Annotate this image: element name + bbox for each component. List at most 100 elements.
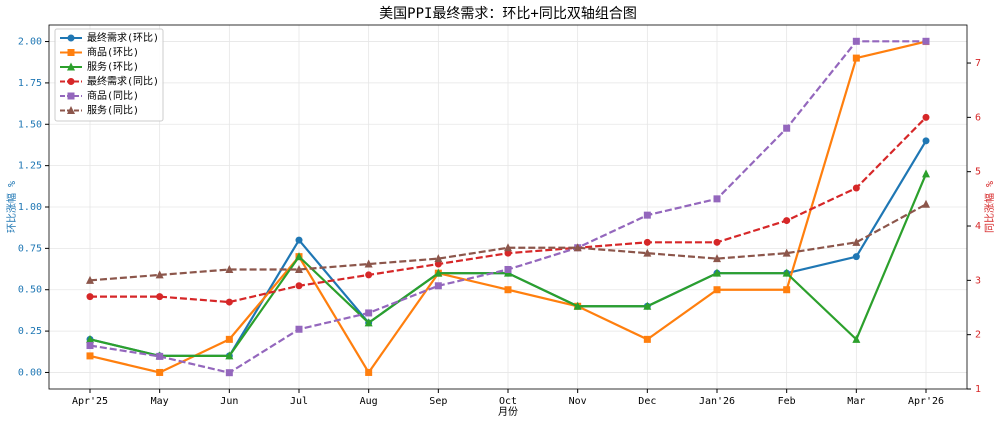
- x-tick-label: May: [151, 396, 169, 407]
- marker: [225, 335, 233, 343]
- marker: [783, 124, 791, 132]
- y-tick-label: 0.25: [18, 326, 42, 337]
- marker: [922, 137, 930, 145]
- y2-tick-label: 4: [975, 221, 981, 232]
- x-axis-label: 月份: [498, 406, 518, 418]
- x-tick-label: Sep: [429, 396, 447, 407]
- marker: [156, 368, 164, 376]
- chart-title: 美国PPI最终需求：环比+同比双轴组合图: [379, 6, 637, 22]
- y-axis-label: 环比涨幅 %: [5, 181, 18, 233]
- marker: [434, 282, 442, 290]
- marker: [295, 325, 303, 333]
- y-tick-label: 1.00: [18, 202, 42, 213]
- marker: [295, 236, 303, 244]
- legend-label: 最终需求(同比): [87, 75, 159, 88]
- y2-tick-label: 2: [975, 330, 981, 341]
- marker: [67, 92, 75, 100]
- marker: [67, 34, 75, 42]
- marker: [504, 249, 512, 257]
- marker: [852, 37, 860, 45]
- x-tick-label: Oct: [499, 396, 517, 407]
- y-tick-label: 1.75: [18, 78, 42, 89]
- marker: [782, 248, 791, 257]
- marker: [434, 268, 443, 277]
- marker: [643, 238, 651, 246]
- marker: [643, 211, 651, 219]
- marker: [504, 243, 512, 252]
- y2-axis-label: 同比涨幅 %: [983, 181, 996, 233]
- marker: [852, 334, 861, 343]
- x-tick-label: Mar: [847, 396, 865, 407]
- marker: [295, 264, 303, 273]
- marker: [852, 184, 860, 192]
- y2-tick-label: 7: [975, 58, 981, 69]
- marker: [713, 268, 721, 277]
- marker: [713, 195, 721, 203]
- legend-label: 服务(同比): [87, 104, 139, 117]
- marker: [922, 199, 930, 208]
- x-tick-label: Nov: [569, 396, 587, 407]
- marker: [852, 237, 861, 246]
- y-tick-label: 0.75: [18, 243, 42, 254]
- x-tick-label: Jun: [220, 396, 238, 407]
- y-tick-label: 0.50: [18, 285, 42, 296]
- marker: [156, 352, 164, 360]
- marker: [783, 217, 791, 225]
- marker: [852, 54, 860, 62]
- marker: [852, 253, 860, 261]
- y-tick-label: 1.50: [18, 119, 42, 130]
- marker: [225, 264, 234, 273]
- marker: [364, 318, 373, 327]
- marker: [922, 169, 930, 178]
- legend-label: 商品(同比): [87, 89, 139, 102]
- marker: [365, 368, 373, 376]
- marker: [86, 275, 94, 284]
- marker: [86, 352, 94, 360]
- y2-tick-label: 6: [975, 112, 981, 123]
- marker: [504, 286, 512, 294]
- legend-label: 服务(环比): [87, 60, 139, 73]
- marker: [156, 293, 164, 301]
- marker: [86, 293, 94, 301]
- marker: [782, 268, 791, 277]
- marker: [86, 342, 94, 350]
- marker: [643, 335, 651, 343]
- marker: [67, 106, 75, 114]
- x-tick-label: Jul: [290, 396, 308, 407]
- marker: [295, 252, 303, 261]
- marker: [504, 265, 512, 273]
- y2-tick-label: 3: [975, 275, 981, 286]
- marker: [643, 301, 652, 310]
- marker: [67, 78, 75, 85]
- y2-tick-label: 5: [975, 167, 981, 178]
- x-tick-label: Jan'26: [699, 396, 735, 407]
- marker: [225, 298, 233, 306]
- marker: [225, 369, 233, 377]
- marker: [365, 309, 373, 317]
- x-tick-label: Apr'26: [908, 396, 944, 407]
- marker: [434, 254, 443, 263]
- marker: [434, 260, 442, 268]
- marker: [783, 286, 791, 294]
- y-tick-label: 0.00: [18, 367, 42, 378]
- marker: [365, 271, 373, 279]
- marker: [67, 62, 75, 71]
- x-tick-label: Apr'25: [72, 396, 108, 407]
- y-tick-label: 1.25: [18, 161, 42, 172]
- x-tick-label: Dec: [638, 396, 656, 407]
- marker: [922, 113, 930, 121]
- marker: [364, 259, 373, 268]
- marker: [155, 270, 164, 279]
- marker: [713, 286, 721, 294]
- x-tick-label: Feb: [778, 396, 796, 407]
- y2-tick-label: 1: [975, 384, 981, 395]
- marker: [295, 282, 303, 290]
- legend-label: 最终需求(环比): [87, 31, 159, 44]
- marker: [225, 351, 234, 360]
- x-tick-label: Aug: [360, 396, 378, 407]
- marker: [713, 238, 721, 246]
- legend-label: 商品(环比): [87, 46, 139, 59]
- marker: [713, 254, 721, 263]
- marker: [573, 243, 582, 252]
